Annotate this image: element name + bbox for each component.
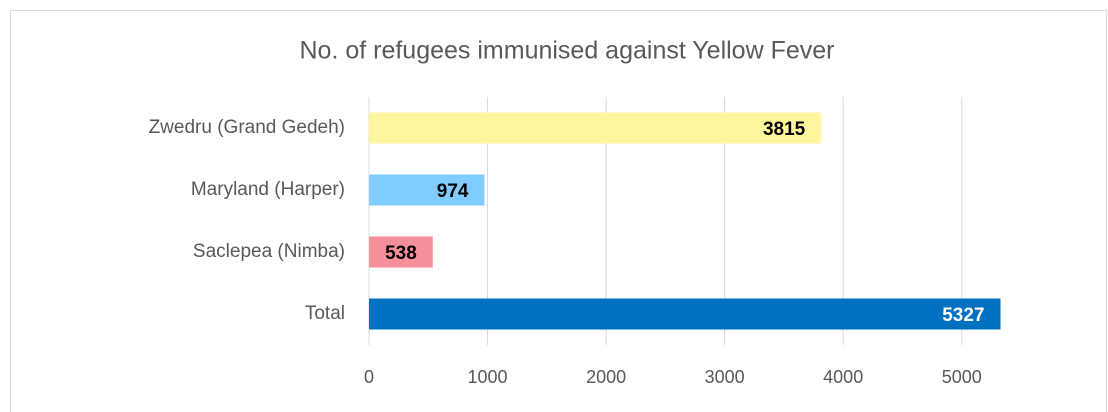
x-tick-label: 0 [364,367,374,387]
bar [369,298,1001,330]
chart-title: No. of refugees immunised against Yellow… [299,37,834,65]
x-tick-label: 3000 [705,367,745,387]
chart-frame [10,10,1107,412]
value-label: 3815 [763,119,806,140]
value-label: 538 [385,243,417,264]
x-tick-label: 5000 [942,367,982,387]
bar [369,236,433,268]
y-tick-label: Total [305,303,345,324]
bar [369,174,485,206]
y-tick-label: Saclepea (Nimba) [193,241,345,262]
y-tick-label: Maryland (Harper) [191,179,345,200]
x-tick-label: 1000 [468,367,508,387]
x-tick-label: 2000 [586,367,626,387]
value-label: 974 [437,181,469,202]
y-tick-label: Zwedru (Grand Gedeh) [149,117,345,138]
bar [369,112,822,144]
value-label: 5327 [942,305,984,326]
x-tick-label: 4000 [823,367,863,387]
